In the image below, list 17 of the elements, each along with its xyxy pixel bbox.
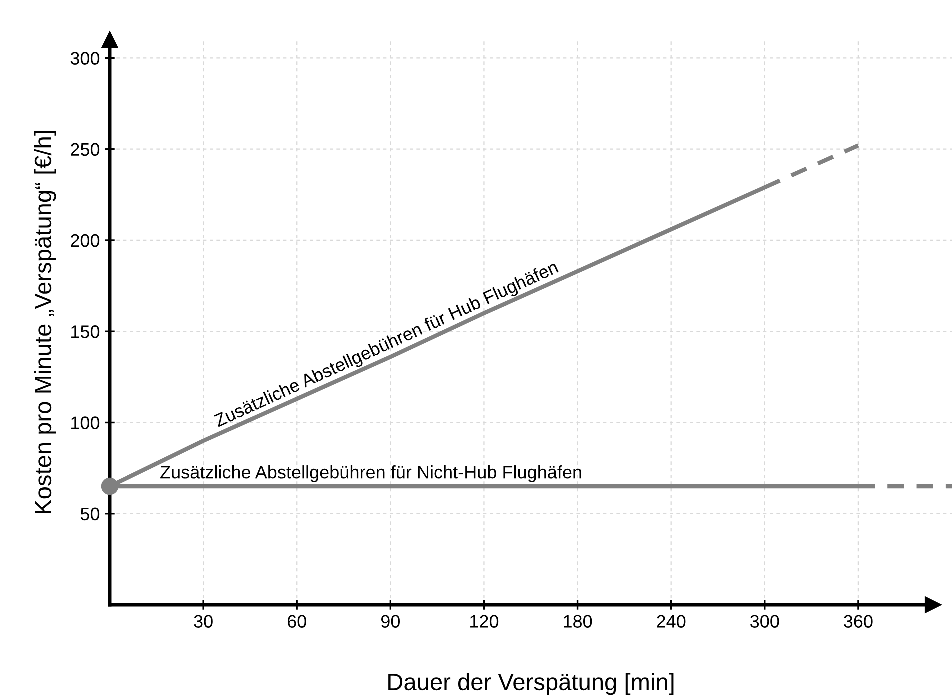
x-tick-label: 360 bbox=[844, 615, 873, 628]
x-tick-label: 120 bbox=[470, 615, 499, 628]
x-tick-label: 180 bbox=[564, 615, 592, 628]
x-axis-title: Dauer der Verspätung [min] bbox=[388, 673, 674, 696]
x-tick-label: 60 bbox=[288, 615, 306, 628]
x-tick-label: 30 bbox=[194, 615, 213, 628]
y-tick-label: 250 bbox=[71, 143, 100, 156]
x-tick-label: 240 bbox=[657, 615, 686, 628]
y-axis-title: Kosten pro Minute „Verspätung“ [€/h] bbox=[34, 131, 56, 514]
y-tick-label: 100 bbox=[72, 416, 100, 430]
x-tick-label: 90 bbox=[381, 615, 400, 628]
x-tick-label: 300 bbox=[750, 615, 780, 628]
y-tick-label: 200 bbox=[71, 234, 100, 248]
annotation: Zusätzliche Abstellgebühren für Nicht-Hub Flughäfen bbox=[160, 466, 582, 482]
y-tick-label: 300 bbox=[70, 52, 100, 65]
y-tick-label: 150 bbox=[72, 326, 100, 338]
y-tick-label: 50 bbox=[80, 508, 100, 521]
